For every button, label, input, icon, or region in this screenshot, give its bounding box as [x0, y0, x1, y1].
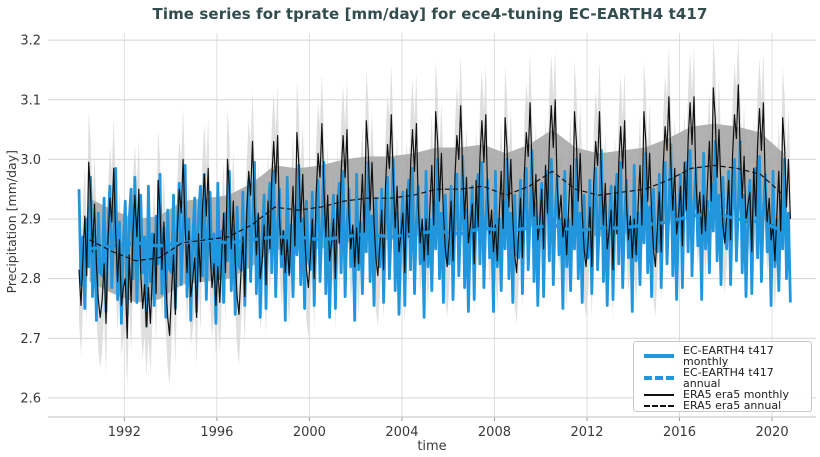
x-tick-label: 2000: [293, 425, 326, 440]
x-axis-label: time: [417, 439, 447, 454]
legend: EC-EARTH4 t417 monthly EC-EARTH4 t417 an…: [633, 341, 812, 412]
x-tick-label: 2016: [663, 425, 696, 440]
legend-label: ERA5 era5 monthly: [683, 388, 789, 401]
legend-sample-era5-annual: [644, 404, 674, 407]
x-tick-label: 2020: [756, 425, 789, 440]
era5-annual-line: [89, 164, 785, 262]
legend-label: EC-EARTH4 t417 monthly: [683, 344, 774, 368]
chart-title: Time series for tprate [mm/day] for ece4…: [152, 5, 708, 23]
y-tick-label: 3.2: [20, 34, 41, 49]
legend-item-ec-earth4-monthly: EC-EARTH4 t417 monthly: [644, 345, 805, 367]
legend-sample-ec-earth4-monthly: [644, 354, 674, 358]
y-tick-label: 3.1: [20, 93, 41, 108]
x-tick-label: 2008: [478, 425, 511, 440]
era5-monthly-line: [78, 84, 791, 339]
ec-earth4-t417-annual-line: [89, 211, 785, 251]
legend-item-era5-annual: ERA5 era5 annual: [644, 400, 805, 411]
legend-label: ERA5 era5 annual: [683, 399, 782, 412]
y-tick-label: 2.7: [20, 332, 41, 347]
x-tick-label: 1996: [200, 425, 233, 440]
y-tick-label: 2.9: [20, 213, 41, 228]
x-tick-label: 2012: [570, 425, 603, 440]
y-tick-label: 2.6: [20, 391, 41, 406]
legend-item-ec-earth4-annual: EC-EARTH4 t417 annual: [644, 367, 805, 389]
legend-sample-era5-monthly: [644, 393, 674, 396]
y-tick-label: 2.8: [20, 272, 41, 287]
x-tick-label: 1992: [108, 425, 141, 440]
legend-sample-ec-earth4-annual: [644, 376, 674, 380]
legend-item-era5-monthly: ERA5 era5 monthly: [644, 389, 805, 400]
y-tick-label: 3.0: [20, 153, 41, 168]
legend-label: EC-EARTH4 t417 annual: [683, 366, 774, 390]
x-tick-label: 2004: [385, 425, 418, 440]
